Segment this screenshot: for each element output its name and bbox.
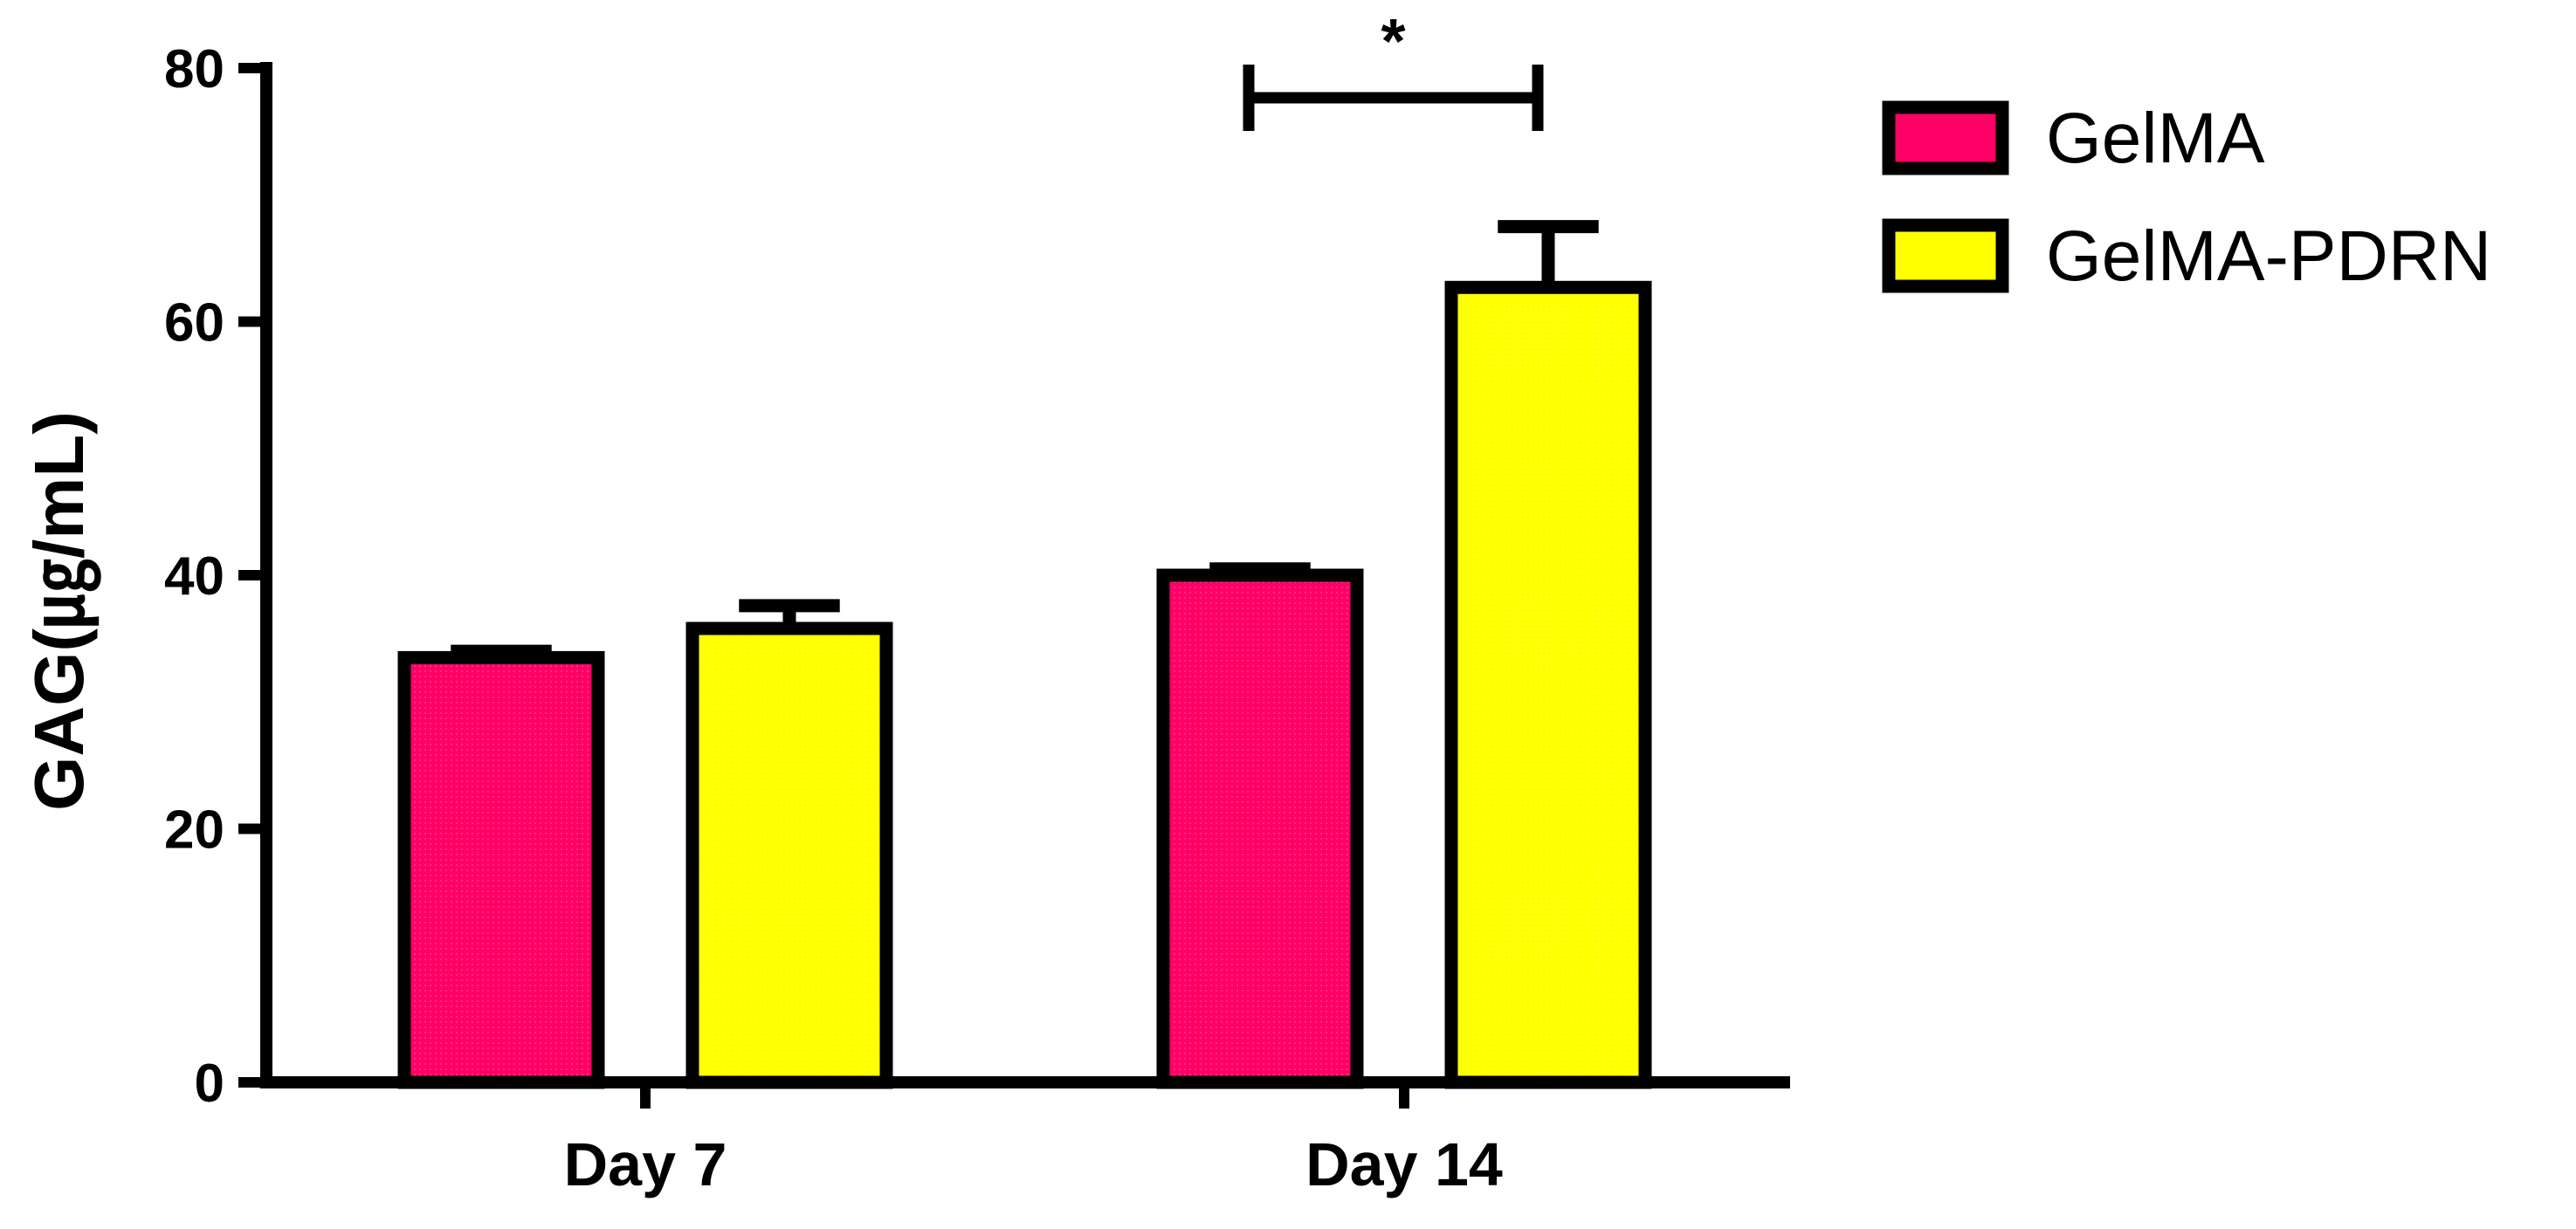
legend-swatch [1882,100,2009,175]
y-tick-label: 60 [164,293,224,354]
legend-label: GelMA-PDRN [2046,216,2491,296]
legend-swatch [1882,218,2009,293]
x-tick-label: Day 14 [1305,1130,1503,1198]
y-tick-label: 20 [164,800,224,861]
bar-texture [1169,581,1351,1076]
y-tick-label: 0 [195,1054,224,1114]
significance-label: * [1381,7,1405,77]
y-tick-label: 80 [164,39,224,100]
y-tick-label: 40 [164,546,224,607]
x-tick-label: Day 7 [564,1130,727,1198]
y-axis-label-text: GAG(㎍/mL) [20,411,102,811]
y-axis-label: GAG(㎍/mL) [20,411,102,811]
bar-texture [410,663,592,1076]
bar-texture [699,635,880,1076]
legend-label: GelMA [2046,99,2265,178]
bar-texture [1457,293,1639,1076]
